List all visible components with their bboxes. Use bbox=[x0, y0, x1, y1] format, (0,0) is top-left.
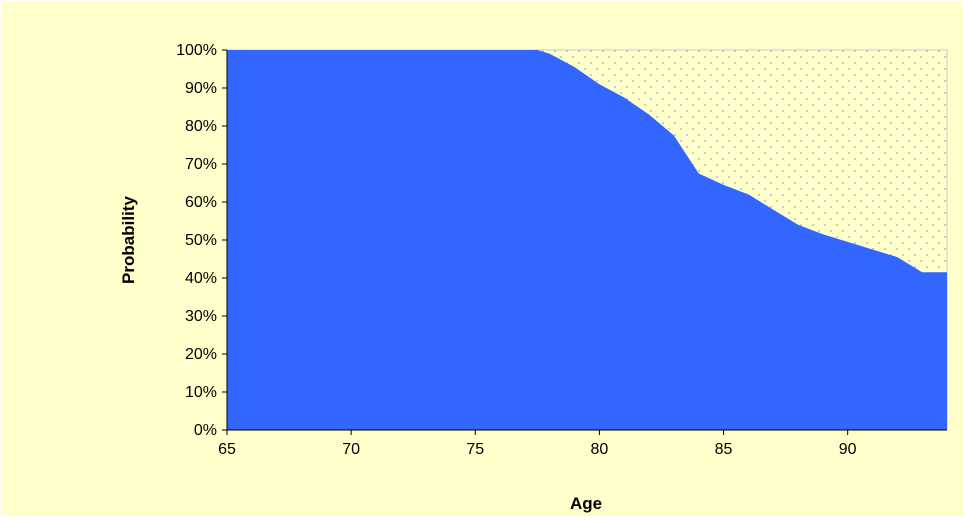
x-tick-label: 75 bbox=[466, 441, 484, 458]
x-axis-title: Age bbox=[570, 494, 602, 513]
y-tick-label: 20% bbox=[185, 346, 217, 363]
probability-area bbox=[227, 50, 947, 430]
y-tick-label: 30% bbox=[185, 308, 217, 325]
x-tick-label: 65 bbox=[218, 441, 236, 458]
y-tick-label: 70% bbox=[185, 156, 217, 173]
x-tick-label: 90 bbox=[839, 441, 857, 458]
x-tick-label: 70 bbox=[342, 441, 360, 458]
x-tick-label: 85 bbox=[715, 441, 733, 458]
y-tick-label: 100% bbox=[176, 42, 217, 59]
y-tick-label: 90% bbox=[185, 80, 217, 97]
y-tick-label: 0% bbox=[194, 422, 217, 439]
y-tick-label: 80% bbox=[185, 118, 217, 135]
y-tick-label: 60% bbox=[185, 194, 217, 211]
y-tick-label: 10% bbox=[185, 384, 217, 401]
y-axis-title: Probability bbox=[119, 196, 138, 284]
y-tick-label: 40% bbox=[185, 270, 217, 287]
x-tick-label: 80 bbox=[591, 441, 609, 458]
y-tick-label: 50% bbox=[185, 232, 217, 249]
